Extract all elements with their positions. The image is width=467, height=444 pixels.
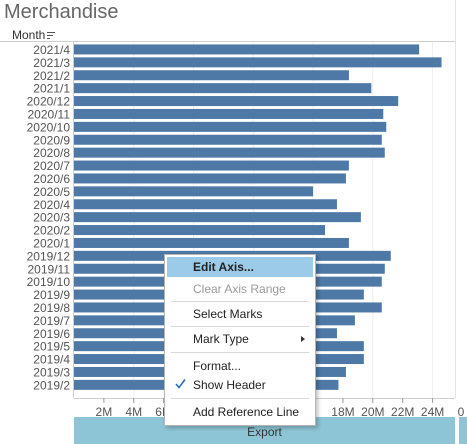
submenu-arrow-icon — [301, 336, 305, 342]
menu-item-mark-type[interactable]: Mark Type — [167, 329, 313, 349]
menu-item-label: Clear Axis Range — [193, 282, 286, 296]
checkmark-icon — [175, 379, 186, 389]
month-label[interactable]: 2020/12 — [27, 95, 71, 109]
menu-item-add-reference-line[interactable]: Add Reference Line — [167, 402, 313, 422]
month-label[interactable]: 2019/9 — [33, 288, 70, 302]
sort-icon[interactable] — [47, 31, 56, 39]
x-axis-title[interactable]: Export — [247, 425, 282, 439]
bar-2020-11[interactable] — [74, 108, 384, 119]
sheet-title: Merchandise — [4, 1, 119, 23]
menu-item-label: Add Reference Line — [193, 405, 300, 419]
bar-2020-7[interactable] — [74, 160, 349, 171]
month-label[interactable]: 2020/6 — [33, 172, 70, 186]
month-label[interactable]: 2019/12 — [27, 249, 71, 263]
x-tick-label[interactable]: 22M — [391, 405, 414, 419]
month-label[interactable]: 2020/2 — [33, 224, 70, 238]
menu-separator — [171, 352, 309, 353]
bar-2020-5[interactable] — [74, 186, 314, 197]
month-label[interactable]: 2021/2 — [33, 69, 70, 83]
bar-2020-2[interactable] — [74, 225, 326, 236]
month-label[interactable]: 2020/9 — [33, 133, 70, 147]
month-label[interactable]: 2019/7 — [33, 314, 70, 328]
bar-2021-4[interactable] — [74, 44, 420, 55]
month-label[interactable]: 2021/1 — [33, 82, 70, 96]
bar-2021-2[interactable] — [74, 70, 349, 81]
menu-item-edit-axis[interactable]: Edit Axis... — [167, 257, 313, 277]
month-label[interactable]: 2020/7 — [33, 159, 70, 173]
month-label[interactable]: 2019/10 — [27, 275, 71, 289]
month-label[interactable]: 2021/3 — [33, 56, 70, 70]
month-label[interactable]: 2019/6 — [33, 327, 70, 341]
month-label[interactable]: 2020/10 — [27, 120, 71, 134]
bar-2020-10[interactable] — [74, 121, 387, 132]
right-axis-band — [459, 417, 467, 444]
month-label[interactable]: 2020/4 — [33, 198, 70, 212]
rows-header-month[interactable]: Month — [12, 28, 72, 42]
menu-item-select-marks[interactable]: Select Marks — [167, 304, 313, 324]
axis-context-menu: Edit Axis... Clear Axis Range Select Mar… — [164, 254, 316, 426]
x-tick-label[interactable]: 20M — [361, 405, 384, 419]
month-label[interactable]: 2020/1 — [33, 236, 70, 250]
bar-2020-4[interactable] — [74, 199, 337, 210]
menu-item-label: Mark Type — [193, 332, 249, 346]
menu-item-label: Edit Axis... — [193, 260, 254, 274]
right-axis-tick-label: 0 — [458, 405, 465, 419]
x-tick-label[interactable]: 18M — [331, 405, 354, 419]
month-label[interactable]: 2019/2 — [33, 378, 70, 392]
month-label[interactable]: 2019/5 — [33, 340, 70, 354]
month-label[interactable]: 2020/11 — [28, 107, 71, 121]
bar-2021-1[interactable] — [74, 83, 372, 94]
x-tick-label[interactable]: 4M — [125, 405, 142, 419]
month-label[interactable]: 2019/4 — [33, 353, 70, 367]
menu-item-show-header[interactable]: Show Header — [167, 375, 313, 395]
month-label[interactable]: 2020/3 — [33, 211, 70, 225]
rows-header-label: Month — [12, 28, 46, 42]
bar-2020-8[interactable] — [74, 147, 385, 158]
month-label[interactable]: 2019/8 — [33, 301, 70, 315]
menu-separator — [171, 398, 309, 399]
x-tick-label[interactable]: 2M — [96, 405, 113, 419]
month-label[interactable]: 2019/3 — [33, 365, 70, 379]
menu-item-clear-axis-range: Clear Axis Range — [167, 279, 313, 299]
bar-2020-9[interactable] — [74, 134, 382, 145]
menu-item-label: Show Header — [193, 378, 266, 392]
bar-2020-6[interactable] — [74, 173, 346, 184]
bar-2020-12[interactable] — [74, 96, 399, 107]
menu-separator — [171, 326, 309, 327]
menu-item-label: Format... — [193, 359, 242, 373]
bar-2021-3[interactable] — [74, 57, 442, 68]
bar-2020-3[interactable] — [74, 212, 361, 223]
month-label[interactable]: 2021/4 — [33, 43, 70, 57]
x-tick-label[interactable]: 24M — [421, 405, 444, 419]
menu-item-label: Select Marks — [193, 307, 263, 321]
month-label[interactable]: 2020/5 — [33, 185, 70, 199]
bar-2020-1[interactable] — [74, 237, 349, 248]
month-label[interactable]: 2020/8 — [33, 146, 70, 160]
month-label[interactable]: 2019/11 — [28, 262, 71, 276]
menu-separator — [171, 301, 309, 302]
menu-item-format[interactable]: Format... — [167, 356, 313, 376]
